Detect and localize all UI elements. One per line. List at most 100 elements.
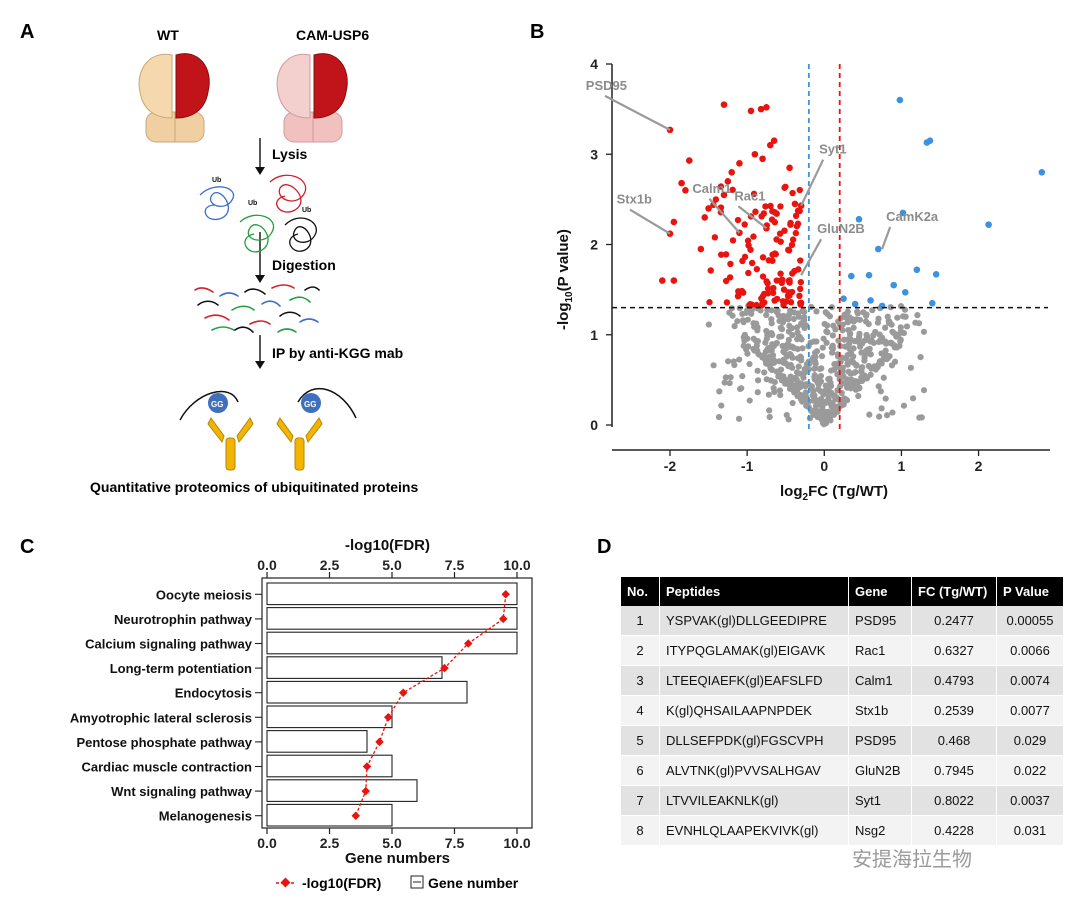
svg-text:GG: GG xyxy=(211,400,223,409)
ns-point xyxy=(835,337,842,344)
ns-point xyxy=(857,343,864,350)
antibody-icon-left: GG xyxy=(179,390,254,471)
watermark: 安提海拉生物 xyxy=(852,847,972,871)
down-point xyxy=(792,212,800,220)
ns-point xyxy=(799,345,806,352)
cell-fc: 0.2477 xyxy=(911,606,997,636)
ns-point xyxy=(813,375,821,382)
down-point xyxy=(711,234,719,241)
ns-point xyxy=(920,328,928,335)
top-tick-label: 0.0 xyxy=(257,557,277,573)
up-point xyxy=(899,209,907,217)
ns-point xyxy=(762,339,769,346)
ns-point xyxy=(766,413,773,421)
ns-point xyxy=(856,330,863,337)
ns-point xyxy=(786,311,793,318)
ns-point xyxy=(779,342,786,350)
down-point xyxy=(771,297,778,304)
down-point xyxy=(764,285,772,292)
ns-point xyxy=(816,397,823,404)
fdr-point xyxy=(361,786,370,796)
ns-point xyxy=(907,364,914,371)
down-point xyxy=(794,207,802,214)
ns-point xyxy=(805,366,812,373)
table-row: 3 LTEEQIAEFK(gl)EAFSLFD Calm1 0.4793 0.0074 xyxy=(621,665,1064,696)
cell-gene: PSD95 xyxy=(848,725,912,756)
down-point xyxy=(729,186,736,193)
cell-no: 5 xyxy=(621,725,660,756)
enrich-category-labels: Oocyte meiosis Neurotrophin pathway Calciu… xyxy=(70,587,262,824)
down-point xyxy=(759,155,766,163)
svg-text:Ub: Ub xyxy=(302,207,311,214)
ns-point xyxy=(831,392,838,399)
down-point xyxy=(727,260,734,268)
ns-point xyxy=(777,391,784,399)
down-point xyxy=(751,150,759,158)
ns-point xyxy=(725,358,732,365)
cell-pvalue: 0.0037 xyxy=(996,785,1064,816)
ns-point xyxy=(750,345,757,353)
down-point xyxy=(797,301,804,308)
gene-labels: PSD95 Stx1b Calm1 Rac1 Syt1 GluN2B CamK2a xyxy=(586,78,939,276)
fdr-point xyxy=(384,713,393,722)
up-point xyxy=(896,96,904,104)
ns-point xyxy=(828,367,835,374)
ns-point xyxy=(716,388,723,395)
ns-point xyxy=(850,359,857,366)
ns-point xyxy=(869,307,876,314)
top-tick-label: 10.0 xyxy=(503,557,530,573)
svg-text:GG: GG xyxy=(304,400,316,409)
ns-point xyxy=(875,383,882,390)
x-tick-label: 0 xyxy=(820,458,828,474)
table-row: 2 ITYPQGLAMAK(gl)EIGAVK Rac1 0.6327 0.0066 xyxy=(621,635,1064,666)
ns-point xyxy=(844,308,851,315)
up-point xyxy=(932,270,940,278)
x-tick-label: 1 xyxy=(898,458,906,474)
fdr-point xyxy=(464,639,473,648)
up-point xyxy=(847,272,855,280)
y-tick-label: 2 xyxy=(590,237,598,253)
ns-point xyxy=(850,324,857,331)
header-gene: Gene xyxy=(848,577,912,606)
down-point xyxy=(724,178,732,185)
pathway-label: Neurotrophin pathway xyxy=(114,612,253,627)
panel-a-caption: Quantitative proteomics of ubiquitinated… xyxy=(90,479,418,495)
panel-a: WT CAM-USP6 Lysis Digestion I xyxy=(90,27,418,495)
down-point xyxy=(685,157,693,164)
ns-point xyxy=(785,416,792,423)
down-point xyxy=(793,222,801,230)
ns-point xyxy=(763,311,770,319)
table-row: 1 YSPVAK(gl)DLLGEEDIPRE PSD95 0.2477 0.00055 xyxy=(621,606,1064,636)
ns-point xyxy=(863,350,870,357)
cell-fc: 0.4228 xyxy=(911,815,997,846)
ns-point xyxy=(818,353,826,360)
fdr-point xyxy=(399,688,408,697)
ns-point xyxy=(882,340,890,347)
panel-label-a: A xyxy=(20,21,34,43)
ns-point xyxy=(849,316,856,323)
down-point xyxy=(734,216,742,224)
header-fc: FC (Tg/WT) xyxy=(911,577,997,606)
fdr-point xyxy=(351,811,360,820)
down-point xyxy=(748,259,756,267)
ns-point xyxy=(729,312,736,319)
ns-point xyxy=(741,331,748,338)
label-leader xyxy=(737,205,768,230)
cell-gene: Syt1 xyxy=(848,785,912,816)
ns-point xyxy=(858,366,865,373)
ns-point xyxy=(914,312,921,319)
down-point xyxy=(741,221,748,228)
table-body: 1 YSPVAK(gl)DLLGEEDIPRE PSD95 0.2477 0.00055… xyxy=(621,606,1064,846)
ns-point xyxy=(875,360,883,368)
cell-peptide: ALVTNK(gl)PVVSALHGAV xyxy=(659,755,849,786)
ns-point xyxy=(850,353,857,360)
ns-point xyxy=(855,392,862,400)
pathway-label: Pentose phosphate pathway xyxy=(76,735,252,750)
label-leader xyxy=(708,198,741,234)
cam-usp6-brain-icon xyxy=(276,53,348,143)
down-point xyxy=(670,218,678,226)
pathway-label: Calcium signaling pathway xyxy=(85,637,253,652)
gene-number-bar xyxy=(266,730,368,753)
significant-points xyxy=(658,96,1046,310)
ns-point xyxy=(822,382,829,389)
